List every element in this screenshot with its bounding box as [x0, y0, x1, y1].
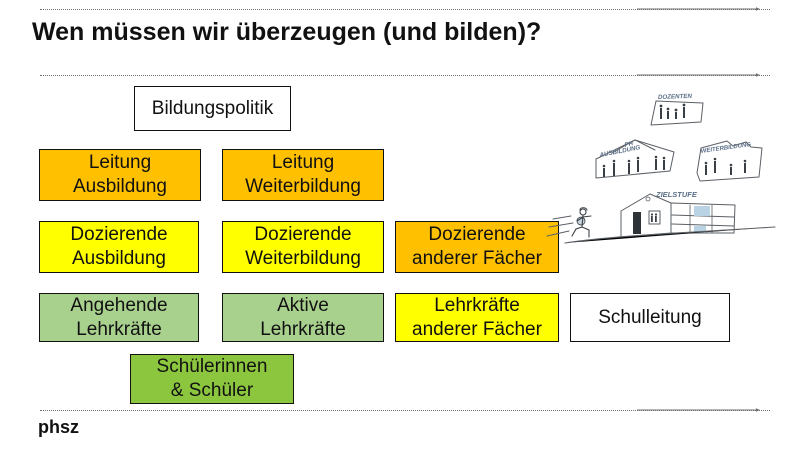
svg-text:DOZENTEN: DOZENTEN — [658, 93, 693, 101]
svg-text:ZIELSTUFE: ZIELSTUFE — [655, 190, 698, 199]
